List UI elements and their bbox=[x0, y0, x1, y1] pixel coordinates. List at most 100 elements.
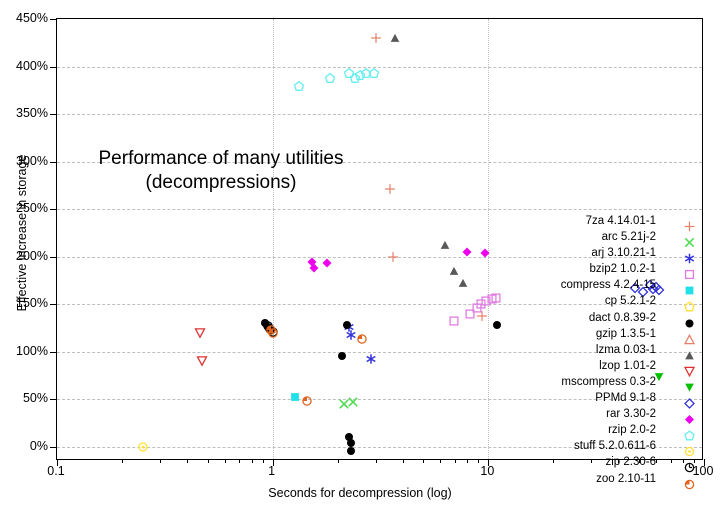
y-axis-tick-label: 350% bbox=[16, 106, 48, 121]
legend-item: arj 3.10.21-1 bbox=[512, 245, 695, 264]
x-axis-minor-tick bbox=[251, 459, 253, 463]
y-axis-tick-label: 200% bbox=[16, 248, 48, 263]
legend-item: zip 2.30-6 bbox=[512, 454, 695, 473]
legend-item-label: zoo 2.10-11 bbox=[596, 472, 656, 485]
chart-title-line-2: (decompressions) bbox=[145, 172, 297, 193]
gridline-horizontal bbox=[57, 161, 702, 163]
gridline-horizontal bbox=[57, 446, 702, 448]
x-axis-title: Seconds for decompression (log) bbox=[268, 486, 452, 500]
legend-item: bzip2 1.0.2-1 bbox=[512, 261, 695, 280]
gridline-vertical bbox=[272, 19, 274, 459]
legend-item: PPMd 9.1-8 bbox=[512, 390, 695, 409]
y-axis-tick-label: 0% bbox=[29, 438, 48, 453]
x-axis-minor-tick bbox=[121, 459, 123, 463]
x-axis-minor-tick bbox=[337, 459, 339, 463]
x-axis-tick-label: 0.1 bbox=[47, 464, 65, 478]
legend-item-label: arc 5.21j-2 bbox=[601, 231, 656, 244]
legend-item: rzip 2.0-2 bbox=[512, 422, 695, 441]
y-axis-tick bbox=[50, 66, 57, 68]
x-axis-minor-tick bbox=[440, 459, 442, 463]
legend-item: 7za 4.14.01-1 bbox=[512, 213, 695, 232]
legend-item: lzop 1.01-2 bbox=[512, 358, 696, 378]
legend-item: rar 3.30-2 bbox=[512, 406, 694, 425]
legend-item-label: gzip 1.3.5-1 bbox=[595, 327, 656, 340]
legend-item-label: rar 3.30-2 bbox=[606, 408, 656, 421]
legend-item-label: stuff 5.2.0.611-6 bbox=[573, 440, 656, 453]
y-axis-tick bbox=[50, 114, 57, 116]
y-axis-tick bbox=[50, 304, 57, 306]
y-axis-tick bbox=[50, 399, 57, 401]
chart-title-line-1: Performance of many utilities bbox=[98, 148, 344, 169]
y-axis-tick bbox=[50, 446, 57, 448]
y-axis-tick bbox=[50, 161, 57, 163]
gridline-horizontal bbox=[57, 399, 702, 401]
legend-item: mscompress 0.3-2 bbox=[512, 374, 694, 392]
x-axis-minor-tick bbox=[186, 459, 188, 463]
x-axis-tick-label: 10 bbox=[480, 464, 495, 478]
gridline-horizontal bbox=[57, 209, 702, 211]
gridline-horizontal bbox=[57, 114, 702, 116]
x-axis-minor-tick bbox=[639, 459, 641, 463]
legend-item-label: arj 3.10.21-1 bbox=[591, 247, 656, 260]
legend-item-label: zip 2.30-6 bbox=[605, 456, 656, 469]
y-axis-tick-label: 400% bbox=[16, 58, 48, 73]
legend-item: lzma 0.03-1 bbox=[512, 342, 694, 360]
x-axis-minor-tick bbox=[207, 459, 209, 463]
gridline-horizontal bbox=[57, 66, 702, 68]
legend-item: cp 5.2.1-2 bbox=[512, 293, 695, 312]
legend-item-label: compress 4.2.4-15 bbox=[560, 279, 656, 292]
y-axis-tick bbox=[50, 19, 57, 20]
x-axis-minor-tick bbox=[262, 459, 264, 463]
legend-item: dact 0.8.39-2 bbox=[512, 310, 694, 328]
legend-item-label: PPMd 9.1-8 bbox=[595, 392, 656, 405]
x-axis-minor-tick bbox=[224, 459, 226, 463]
legend-item: stuff 5.2.0.611-6 bbox=[512, 438, 695, 457]
y-axis-tick-label: 250% bbox=[16, 201, 48, 216]
legend-item-label: dact 0.8.39-2 bbox=[588, 311, 656, 324]
x-axis-minor-tick bbox=[402, 459, 404, 463]
x-axis-minor-tick bbox=[423, 459, 425, 463]
legend-item-label: 7za 4.14.01-1 bbox=[585, 215, 656, 227]
x-axis-minor-tick bbox=[670, 459, 672, 463]
x-axis-minor-tick bbox=[694, 459, 696, 463]
gridline-horizontal bbox=[57, 304, 702, 306]
x-axis-tick bbox=[488, 459, 490, 466]
y-axis-tick-label: 100% bbox=[16, 343, 48, 358]
x-axis-minor-tick bbox=[656, 459, 658, 463]
chart-title: Performance of many utilities (decompres… bbox=[71, 147, 371, 195]
x-axis-minor-tick bbox=[159, 459, 161, 463]
legend-item: arc 5.21j-2 bbox=[512, 229, 695, 248]
x-axis-tick bbox=[57, 459, 58, 466]
x-axis-minor-tick bbox=[375, 459, 377, 463]
x-axis-minor-tick bbox=[618, 459, 620, 463]
gridline-horizontal bbox=[57, 256, 702, 258]
y-axis-tick-label: 450% bbox=[16, 11, 48, 25]
legend-item-label: cp 5.2.1-2 bbox=[604, 295, 656, 308]
y-axis-tick bbox=[50, 209, 57, 211]
plot-area: Performance of many utilities (decompres… bbox=[50, 18, 705, 489]
x-axis-minor-tick bbox=[553, 459, 555, 463]
y-axis-tick bbox=[50, 351, 57, 353]
x-axis-minor-tick bbox=[478, 459, 480, 463]
x-axis-tick-label: 1 bbox=[268, 464, 276, 478]
legend-item-label: lzop 1.01-2 bbox=[599, 359, 656, 372]
x-axis-tick bbox=[272, 459, 274, 466]
x-axis-minor-tick bbox=[683, 459, 685, 463]
y-axis-tick-label: 150% bbox=[16, 296, 48, 311]
legend-item: zoo 2.10-11 bbox=[512, 471, 695, 489]
legend-item-label: bzip2 1.0.2-1 bbox=[589, 263, 657, 276]
y-axis-tick-label: 50% bbox=[22, 391, 48, 406]
legend-item-label: rzip 2.0-2 bbox=[608, 424, 656, 437]
x-axis-tick bbox=[704, 459, 705, 466]
y-axis-tick bbox=[50, 256, 57, 258]
legend-item: gzip 1.3.5-1 bbox=[512, 326, 696, 344]
x-axis-minor-tick bbox=[454, 459, 456, 463]
x-axis-minor-tick bbox=[591, 459, 593, 463]
legend: 7za 4.14.01-1 arc 5.21j-2 arj 3.10.21-1 bzi… bbox=[512, 213, 696, 489]
x-axis-minor-tick bbox=[239, 459, 241, 463]
gridline-horizontal bbox=[57, 351, 702, 353]
x-axis-minor-tick bbox=[467, 459, 469, 463]
legend-item-label: lzma 0.03-1 bbox=[595, 343, 656, 356]
legend-item: compress 4.2.4-15 bbox=[512, 277, 694, 295]
